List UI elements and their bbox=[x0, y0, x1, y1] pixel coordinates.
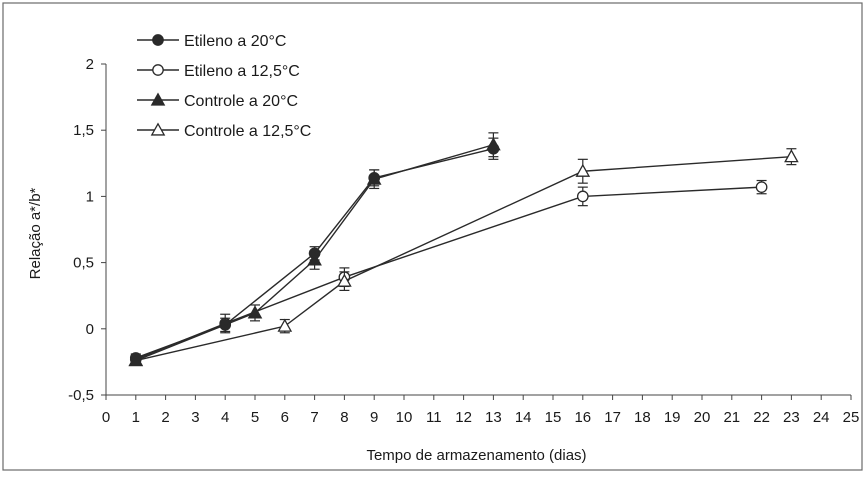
data-point bbox=[277, 318, 293, 332]
series-3 bbox=[128, 132, 501, 367]
x-tick-label: 14 bbox=[515, 409, 532, 426]
legend-item: Controle a 12,5°C bbox=[137, 122, 311, 140]
x-axis-title: Tempo de armazenamento (dias) bbox=[366, 447, 586, 464]
legend-label: Controle a 12,5°C bbox=[184, 123, 311, 140]
x-tick-label: 2 bbox=[161, 409, 169, 426]
legend-item: Etileno a 20°C bbox=[137, 33, 286, 50]
legend: Etileno a 20°C Etileno a 12,5°C Controle a… bbox=[137, 33, 311, 140]
x-tick-label: 25 bbox=[843, 409, 860, 426]
x-tick-label: 9 bbox=[370, 409, 378, 426]
data-point bbox=[247, 305, 263, 319]
legend-marker bbox=[152, 34, 164, 46]
data-point bbox=[576, 190, 589, 203]
y-axis-title: Relação a*/b* bbox=[27, 187, 44, 279]
x-tick-label: 6 bbox=[281, 409, 289, 426]
x-tick-label: 19 bbox=[664, 409, 681, 426]
x-tick-label: 23 bbox=[783, 409, 800, 426]
x-tick-label: 16 bbox=[574, 409, 591, 426]
x-tick-label: 24 bbox=[813, 409, 830, 426]
axes: -0,500,511,520 1 2 3 4 5 6 7 8 9 10 11 12 13 14 15 16 17 1… bbox=[68, 56, 859, 426]
legend-item: Etileno a 12,5°C bbox=[137, 63, 300, 80]
data-point bbox=[755, 181, 768, 193]
chart-frame-border bbox=[2, 2, 863, 471]
x-tick-label: 8 bbox=[340, 409, 348, 426]
x-tick-label: 0 bbox=[102, 409, 110, 426]
y-tick-label: 1 bbox=[86, 188, 94, 205]
x-tick-label: 10 bbox=[396, 409, 413, 426]
x-tick-label: 7 bbox=[310, 409, 318, 426]
data-point bbox=[486, 137, 501, 151]
data-point bbox=[307, 252, 322, 266]
x-tick-label: 21 bbox=[723, 409, 740, 426]
x-tick-label: 20 bbox=[694, 409, 711, 426]
legend-marker bbox=[150, 122, 166, 136]
x-tick-label: 11 bbox=[426, 409, 442, 426]
x-tick-label: 5 bbox=[251, 409, 259, 426]
y-tick-label: 2 bbox=[86, 56, 94, 73]
x-tick-label: 4 bbox=[221, 409, 229, 426]
data-point bbox=[128, 353, 144, 367]
x-tick-label: 18 bbox=[634, 409, 651, 426]
data-point bbox=[366, 171, 382, 185]
y-tick-label: 0 bbox=[86, 321, 94, 338]
y-tick-label: 0,5 bbox=[73, 255, 94, 272]
legend-marker bbox=[150, 92, 166, 106]
data-point bbox=[784, 149, 799, 163]
y-tick-label: -0,5 bbox=[68, 387, 94, 404]
legend-label: Etileno a 20°C bbox=[184, 33, 286, 50]
y-tick-label: 1,5 bbox=[73, 122, 94, 139]
data-point bbox=[337, 273, 352, 287]
x-tick-label: 1 bbox=[132, 409, 140, 426]
legend-label: Controle a 20°C bbox=[184, 93, 298, 110]
x-tick-label: 15 bbox=[545, 409, 562, 426]
x-tick-label: 17 bbox=[604, 409, 621, 426]
legend-marker bbox=[152, 64, 164, 76]
x-tick-label: 22 bbox=[753, 409, 770, 426]
series-layer bbox=[128, 132, 799, 367]
x-tick-label: 13 bbox=[485, 409, 502, 426]
x-tick-label: 12 bbox=[455, 409, 472, 426]
x-tick-label: 3 bbox=[191, 409, 199, 426]
legend-label: Etileno a 12,5°C bbox=[184, 63, 300, 80]
legend-item: Controle a 20°C bbox=[137, 92, 298, 110]
data-point bbox=[575, 163, 591, 177]
